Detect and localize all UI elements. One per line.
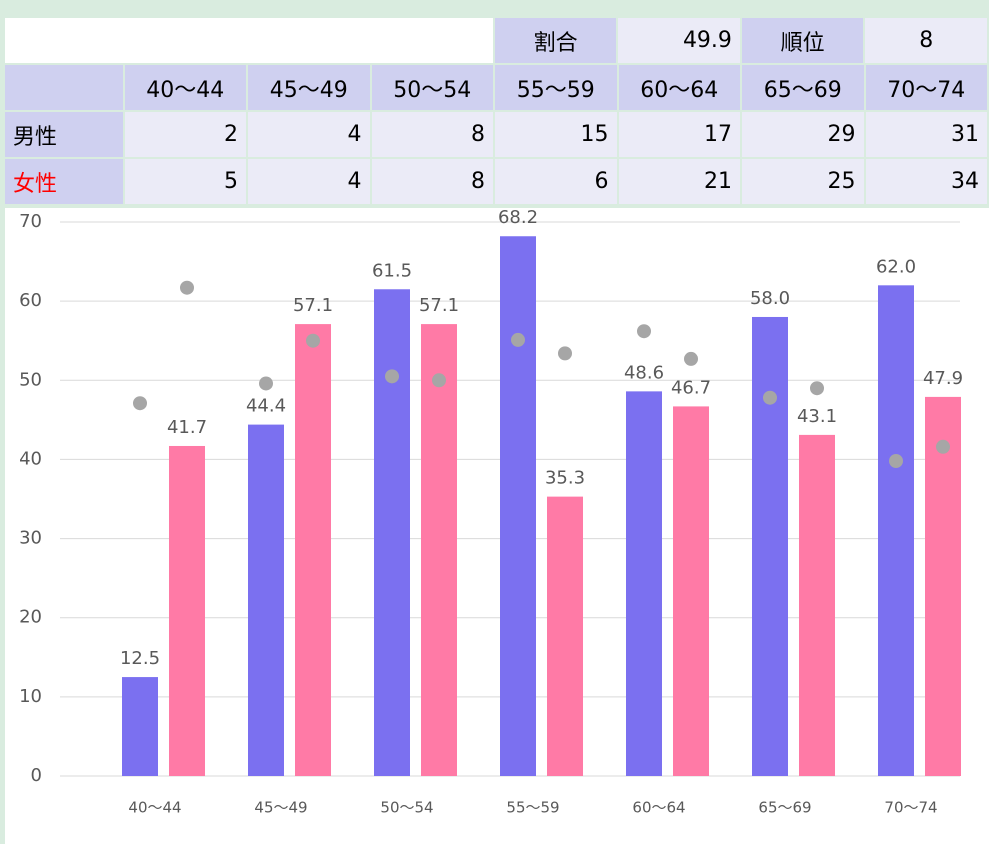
dot: [306, 333, 320, 348]
header-row: 40〜44 45〜49 50〜54 55〜59 60〜64 65〜69 70〜74: [5, 65, 989, 110]
cell: 4: [248, 112, 370, 157]
y-tick-label: 70: [19, 211, 42, 232]
dot: [637, 324, 651, 339]
dot: [385, 369, 399, 384]
y-tick-label: 50: [19, 369, 42, 390]
bar: [169, 445, 205, 776]
data-label: 35.3: [545, 468, 585, 489]
column-header: 55〜59: [495, 65, 617, 110]
cell: 29: [742, 112, 864, 157]
bar: [626, 391, 662, 776]
data-label: 47.9: [923, 368, 963, 389]
dot: [259, 376, 273, 391]
dot: [763, 390, 777, 405]
dot: [936, 439, 950, 454]
y-tick-label: 40: [19, 448, 42, 469]
bar: [248, 424, 284, 776]
cell: 割合: [494, 18, 617, 63]
bar: [500, 236, 536, 776]
dot: [684, 351, 698, 366]
cell: 21: [618, 159, 741, 204]
blank: [5, 18, 493, 63]
dot: [133, 396, 147, 411]
cell: 4: [248, 159, 370, 204]
bar: [925, 396, 961, 776]
bar: [547, 496, 583, 776]
cell: 15: [495, 112, 617, 157]
row-label: 男性: [5, 112, 123, 157]
cell: 6: [495, 159, 617, 204]
data-label: 58.0: [750, 288, 790, 309]
data-row: 女性 5 4 8 6 21 25 34: [5, 159, 989, 204]
y-tick-label: 20: [19, 607, 42, 628]
y-tick-label: 10: [19, 686, 42, 707]
data-label: 43.1: [797, 406, 837, 427]
bar: [421, 324, 457, 776]
bar: [878, 285, 914, 776]
x-tick-label: 55〜59: [506, 799, 559, 817]
y-tick-label: 60: [19, 290, 42, 311]
bar: [673, 406, 709, 776]
cell: 8: [371, 112, 494, 157]
x-tick-label: 45〜49: [254, 799, 307, 817]
blank: [5, 65, 123, 110]
dot: [558, 346, 572, 361]
bar: [374, 289, 410, 776]
cell: 49.9: [618, 18, 740, 63]
data-label: 12.5: [120, 648, 160, 669]
y-tick-label: 30: [19, 528, 42, 549]
data-label: 57.1: [419, 295, 459, 316]
cell: 17: [618, 112, 741, 157]
cell: 2: [124, 112, 247, 157]
data-label: 44.4: [246, 396, 286, 417]
data-row: 男性 2 4 8 15 17 29 31: [5, 112, 989, 157]
column-header: 50〜54: [371, 65, 494, 110]
row-label: 女性: [5, 159, 123, 204]
dot: [432, 373, 446, 388]
y-tick-label: 0: [31, 765, 42, 786]
data-label: 62.0: [876, 256, 916, 277]
dot: [889, 454, 903, 469]
cell: 8: [865, 18, 987, 63]
x-tick-label: 65〜69: [758, 799, 811, 817]
cell: 34: [865, 159, 988, 204]
cell: 8: [371, 159, 494, 204]
column-header: 45〜49: [248, 65, 370, 110]
column-header: 40〜44: [124, 65, 247, 110]
column-header: 65〜69: [742, 65, 864, 110]
data-label: 48.6: [624, 362, 664, 383]
column-header: 70〜74: [865, 65, 988, 110]
table: 割合 49.9 順位 8 40〜44 45〜49 50〜54 55〜59 60〜64 65…: [5, 18, 989, 206]
bar: [799, 434, 835, 776]
data-label: 46.7: [671, 377, 711, 398]
bar: [752, 316, 788, 776]
summary-row: 割合 49.9 順位 8: [5, 18, 989, 63]
column-header: 60〜64: [618, 65, 741, 110]
data-label: 68.2: [498, 207, 538, 228]
x-tick-label: 60〜64: [632, 799, 685, 817]
dot: [180, 280, 194, 295]
bar: [295, 324, 331, 776]
data-label: 41.7: [167, 417, 207, 438]
cell: 順位: [741, 18, 864, 63]
bar: [122, 677, 158, 776]
cell: 25: [742, 159, 864, 204]
x-tick-label: 40〜44: [128, 799, 181, 817]
x-tick-label: 70〜74: [884, 799, 937, 817]
data-label: 57.1: [293, 295, 333, 316]
dot: [511, 332, 525, 347]
cell: 31: [865, 112, 988, 157]
cell: 5: [124, 159, 247, 204]
dot: [810, 381, 824, 396]
x-tick-label: 50〜54: [380, 799, 433, 817]
data-label: 61.5: [372, 260, 412, 281]
